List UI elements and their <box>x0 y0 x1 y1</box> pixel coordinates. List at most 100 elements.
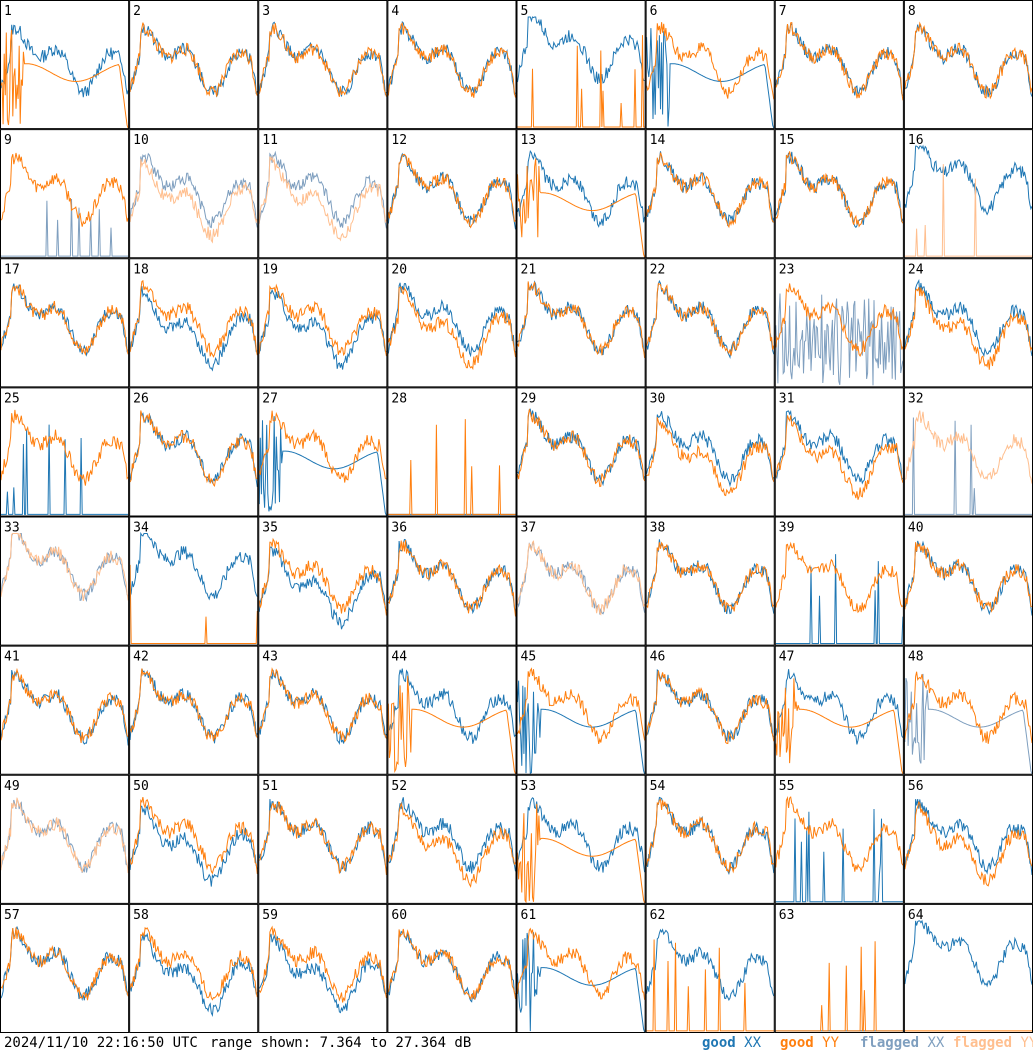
panel-label-2: 2 <box>133 4 141 19</box>
panel-label-29: 29 <box>521 391 537 406</box>
panel-16: 16 <box>903 129 1033 259</box>
panel-47: 47 <box>774 645 904 775</box>
series-xx-39 <box>775 554 904 644</box>
panel-label-9: 9 <box>4 133 12 148</box>
panel-border-4 <box>387 0 517 130</box>
legend-flagged-yy-swatch: YY <box>1020 1035 1033 1051</box>
panel-23: 23 <box>774 258 904 388</box>
panel-label-27: 27 <box>262 391 278 406</box>
panel-2: 2 <box>129 0 259 130</box>
panel-label-40: 40 <box>908 521 924 536</box>
panel-border-57 <box>0 903 130 1033</box>
series-xx-40 <box>904 540 1033 616</box>
panel-border-54 <box>645 774 775 904</box>
range-text: range shown: 7.364 to 27.364 dB <box>210 1035 472 1051</box>
panel-46: 46 <box>645 645 775 775</box>
panel-label-23: 23 <box>779 262 795 277</box>
panel-border-23 <box>774 258 904 388</box>
panel-border-43 <box>258 645 388 775</box>
panel-border-32 <box>903 387 1033 517</box>
panel-43: 43 <box>258 645 388 775</box>
panel-border-26 <box>129 387 259 517</box>
series-yy-28 <box>388 419 516 515</box>
panel-border-17 <box>0 258 130 388</box>
series-yy-48 <box>904 671 1033 744</box>
panel-62: 62 <box>645 903 775 1033</box>
panel-label-38: 38 <box>650 521 666 536</box>
legend-flagged-xx: flagged XX <box>860 1035 944 1051</box>
series-xx-8 <box>904 23 1033 98</box>
series-yy-57 <box>0 927 129 1001</box>
panel-3: 3 <box>258 0 388 130</box>
panel-label-5: 5 <box>521 4 529 19</box>
panel-label-56: 56 <box>908 779 924 794</box>
panel-border-22 <box>645 258 775 388</box>
series-yy-14 <box>646 152 775 229</box>
panel-border-19 <box>258 258 388 388</box>
panel-label-19: 19 <box>262 262 278 277</box>
panel-border-27 <box>258 387 388 517</box>
panel-9: 9 <box>0 129 130 259</box>
series-xx-53 <box>517 797 646 873</box>
panel-label-59: 59 <box>262 908 278 923</box>
panel-13: 13 <box>516 129 646 259</box>
panel-30: 30 <box>645 387 775 517</box>
panel-49: 49 <box>0 774 130 904</box>
panel-label-49: 49 <box>4 779 20 794</box>
panel-label-8: 8 <box>908 4 916 19</box>
series-yy-11 <box>258 155 387 242</box>
panel-border-47 <box>774 645 904 775</box>
panel-37: 37 <box>516 516 646 646</box>
panel-border-38 <box>645 516 775 646</box>
series-xx-9 <box>1 198 129 257</box>
panel-border-8 <box>903 0 1033 130</box>
series-yy-50 <box>129 796 258 875</box>
panel-34: 34 <box>129 516 259 646</box>
panel-label-15: 15 <box>779 133 795 148</box>
series-yy-52 <box>387 801 516 888</box>
panel-border-42 <box>129 645 259 775</box>
panel-25: 25 <box>0 387 130 517</box>
series-xx-42 <box>129 668 258 744</box>
series-xx-16 <box>904 144 1033 216</box>
panel-border-1 <box>0 0 130 130</box>
panel-border-61 <box>516 903 646 1033</box>
panel-label-7: 7 <box>779 4 787 19</box>
panel-border-13 <box>516 129 646 259</box>
series-yy-53 <box>517 803 646 904</box>
series-xx-56 <box>904 799 1033 875</box>
panel-28: 28 <box>387 387 517 517</box>
panel-18: 18 <box>129 258 259 388</box>
series-yy-33 <box>0 533 129 601</box>
series-yy-5 <box>517 35 645 128</box>
series-yy-51 <box>258 801 387 876</box>
panel-17: 17 <box>0 258 130 388</box>
series-xx-37 <box>517 541 646 615</box>
legend-good-yy-label: good <box>780 1035 814 1051</box>
legend-flagged-yy: flagged YY <box>953 1035 1033 1051</box>
series-yy-62 <box>646 939 774 1032</box>
legend-good-xx-label: good <box>702 1035 736 1051</box>
panel-border-28 <box>387 387 517 517</box>
series-yy-55 <box>775 796 904 873</box>
series-yy-10 <box>129 158 258 244</box>
series-yy-8 <box>904 21 1033 100</box>
series-yy-46 <box>646 670 775 745</box>
panel-border-39 <box>774 516 904 646</box>
panel-label-34: 34 <box>133 521 149 536</box>
panel-label-42: 42 <box>133 650 149 665</box>
series-yy-49 <box>0 797 129 874</box>
panel-border-29 <box>516 387 646 517</box>
panel-label-44: 44 <box>391 650 407 665</box>
panel-39: 39 <box>774 516 904 646</box>
series-xx-19 <box>258 288 387 370</box>
series-xx-26 <box>129 411 258 488</box>
panel-border-51 <box>258 774 388 904</box>
series-yy-60 <box>387 928 516 1001</box>
legend-flagged-xx-label: flagged <box>860 1035 920 1051</box>
panel-border-10 <box>129 129 259 259</box>
series-xx-47 <box>775 669 904 745</box>
panel-40: 40 <box>903 516 1033 646</box>
series-yy-47 <box>775 678 904 774</box>
panel-border-34 <box>129 516 259 646</box>
